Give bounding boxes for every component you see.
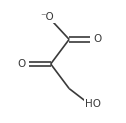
Text: ⁻O: ⁻O [40, 12, 54, 22]
Text: HO: HO [85, 99, 101, 109]
Text: O: O [17, 59, 25, 69]
Text: O: O [93, 34, 102, 44]
